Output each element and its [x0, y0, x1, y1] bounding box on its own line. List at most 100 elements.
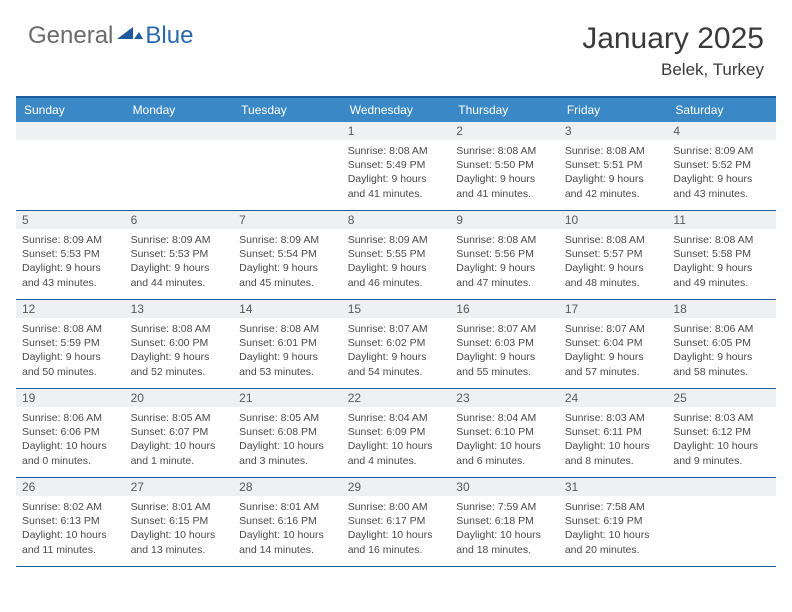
- day-number-row: 10: [559, 211, 668, 229]
- day-number: 29: [348, 480, 445, 494]
- sunrise-text: Sunrise: 8:08 AM: [22, 322, 119, 336]
- day-number-row: 27: [125, 478, 234, 496]
- daylight-text: Daylight: 10 hours and 16 minutes.: [348, 528, 445, 556]
- sunrise-text: Sunrise: 7:59 AM: [456, 500, 553, 514]
- logo-mark-icon: [117, 22, 143, 50]
- day-number: 27: [131, 480, 228, 494]
- sunset-text: Sunset: 6:04 PM: [565, 336, 662, 350]
- daylight-text: Daylight: 10 hours and 13 minutes.: [131, 528, 228, 556]
- sunrise-text: Sunrise: 8:04 AM: [348, 411, 445, 425]
- sunrise-text: Sunrise: 8:08 AM: [131, 322, 228, 336]
- logo: General Blue: [28, 22, 193, 50]
- day-number: 8: [348, 213, 445, 227]
- day-number: 14: [239, 302, 336, 316]
- sunrise-text: Sunrise: 8:08 AM: [673, 233, 770, 247]
- sunset-text: Sunset: 5:51 PM: [565, 158, 662, 172]
- daylight-text: Daylight: 10 hours and 11 minutes.: [22, 528, 119, 556]
- sunrise-text: Sunrise: 8:07 AM: [456, 322, 553, 336]
- sunset-text: Sunset: 6:17 PM: [348, 514, 445, 528]
- day-cell: 8Sunrise: 8:09 AMSunset: 5:55 PMDaylight…: [342, 211, 451, 299]
- day-number-row: 8: [342, 211, 451, 229]
- day-cell: 9Sunrise: 8:08 AMSunset: 5:56 PMDaylight…: [450, 211, 559, 299]
- day-cell: 18Sunrise: 8:06 AMSunset: 6:05 PMDayligh…: [667, 300, 776, 388]
- day-cell: 4Sunrise: 8:09 AMSunset: 5:52 PMDaylight…: [667, 122, 776, 210]
- daylight-text: Daylight: 10 hours and 9 minutes.: [673, 439, 770, 467]
- daylight-text: Daylight: 9 hours and 54 minutes.: [348, 350, 445, 378]
- dow-thursday: Thursday: [450, 98, 559, 122]
- day-number-row: .: [125, 122, 234, 140]
- daylight-text: Daylight: 9 hours and 41 minutes.: [456, 172, 553, 200]
- daylight-text: Daylight: 9 hours and 57 minutes.: [565, 350, 662, 378]
- day-cell: 1Sunrise: 8:08 AMSunset: 5:49 PMDaylight…: [342, 122, 451, 210]
- day-number: 23: [456, 391, 553, 405]
- day-number: 9: [456, 213, 553, 227]
- day-cell: 22Sunrise: 8:04 AMSunset: 6:09 PMDayligh…: [342, 389, 451, 477]
- daylight-text: Daylight: 10 hours and 4 minutes.: [348, 439, 445, 467]
- day-number-row: 6: [125, 211, 234, 229]
- day-number-row: 5: [16, 211, 125, 229]
- day-number-row: 3: [559, 122, 668, 140]
- sunrise-text: Sunrise: 8:06 AM: [673, 322, 770, 336]
- daylight-text: Daylight: 10 hours and 6 minutes.: [456, 439, 553, 467]
- day-cell: 19Sunrise: 8:06 AMSunset: 6:06 PMDayligh…: [16, 389, 125, 477]
- day-number-row: 7: [233, 211, 342, 229]
- sunset-text: Sunset: 6:02 PM: [348, 336, 445, 350]
- sunset-text: Sunset: 6:13 PM: [22, 514, 119, 528]
- day-number: 19: [22, 391, 119, 405]
- day-cell: 13Sunrise: 8:08 AMSunset: 6:00 PMDayligh…: [125, 300, 234, 388]
- sunset-text: Sunset: 6:05 PM: [673, 336, 770, 350]
- day-cell: 12Sunrise: 8:08 AMSunset: 5:59 PMDayligh…: [16, 300, 125, 388]
- day-number: 10: [565, 213, 662, 227]
- day-number-row: 25: [667, 389, 776, 407]
- day-cell: 5Sunrise: 8:09 AMSunset: 5:53 PMDaylight…: [16, 211, 125, 299]
- week-row: 26Sunrise: 8:02 AMSunset: 6:13 PMDayligh…: [16, 478, 776, 567]
- day-number-row: 21: [233, 389, 342, 407]
- sunset-text: Sunset: 5:53 PM: [22, 247, 119, 261]
- sunset-text: Sunset: 5:54 PM: [239, 247, 336, 261]
- sunset-text: Sunset: 6:11 PM: [565, 425, 662, 439]
- day-number: 5: [22, 213, 119, 227]
- day-number: 16: [456, 302, 553, 316]
- day-number: 25: [673, 391, 770, 405]
- day-cell: 23 Sunrise: 8:04 AMSunset: 6:10 PMDayligh…: [450, 389, 559, 477]
- day-cell: 26Sunrise: 8:02 AMSunset: 6:13 PMDayligh…: [16, 478, 125, 566]
- day-cell: .: [16, 122, 125, 210]
- sunrise-text: Sunrise: 8:09 AM: [131, 233, 228, 247]
- sunset-text: Sunset: 6:08 PM: [239, 425, 336, 439]
- sunrise-text: Sunrise: 8:08 AM: [348, 144, 445, 158]
- day-cell: 28Sunrise: 8:01 AMSunset: 6:16 PMDayligh…: [233, 478, 342, 566]
- sunset-text: Sunset: 6:10 PM: [456, 425, 553, 439]
- day-number-row: 29: [342, 478, 451, 496]
- day-number: 12: [22, 302, 119, 316]
- daylight-text: Daylight: 9 hours and 42 minutes.: [565, 172, 662, 200]
- daylight-text: Daylight: 9 hours and 49 minutes.: [673, 261, 770, 289]
- sunrise-text: Sunrise: 7:58 AM: [565, 500, 662, 514]
- calendar: Sunday Monday Tuesday Wednesday Thursday…: [16, 96, 776, 567]
- sunset-text: Sunset: 6:12 PM: [673, 425, 770, 439]
- day-number: 24: [565, 391, 662, 405]
- sunrise-text: Sunrise: 8:08 AM: [456, 233, 553, 247]
- sunset-text: Sunset: 5:50 PM: [456, 158, 553, 172]
- sunset-text: Sunset: 5:49 PM: [348, 158, 445, 172]
- day-number-row: 16: [450, 300, 559, 318]
- sunrise-text: Sunrise: 8:01 AM: [131, 500, 228, 514]
- day-number: 7: [239, 213, 336, 227]
- logo-text-1: General: [28, 22, 113, 50]
- day-number: 22: [348, 391, 445, 405]
- sunrise-text: Sunrise: 8:05 AM: [239, 411, 336, 425]
- week-row: 5Sunrise: 8:09 AMSunset: 5:53 PMDaylight…: [16, 211, 776, 300]
- dow-monday: Monday: [125, 98, 234, 122]
- day-number-row: 2: [450, 122, 559, 140]
- month-title: January 2025: [582, 22, 764, 56]
- daylight-text: Daylight: 10 hours and 20 minutes.: [565, 528, 662, 556]
- sunrise-text: Sunrise: 8:09 AM: [22, 233, 119, 247]
- dow-wednesday: Wednesday: [342, 98, 451, 122]
- weeks-container: ... 1Sunrise: 8:08 AMSunset: 5:49 PMDayli…: [16, 122, 776, 567]
- daylight-text: Daylight: 10 hours and 14 minutes.: [239, 528, 336, 556]
- day-number-row: 4: [667, 122, 776, 140]
- day-cell: .: [667, 478, 776, 566]
- location: Belek, Turkey: [582, 60, 764, 80]
- day-cell: 16Sunrise: 8:07 AMSunset: 6:03 PMDayligh…: [450, 300, 559, 388]
- day-cell: 2Sunrise: 8:08 AMSunset: 5:50 PMDaylight…: [450, 122, 559, 210]
- sunrise-text: Sunrise: 8:04 AM: [456, 411, 553, 425]
